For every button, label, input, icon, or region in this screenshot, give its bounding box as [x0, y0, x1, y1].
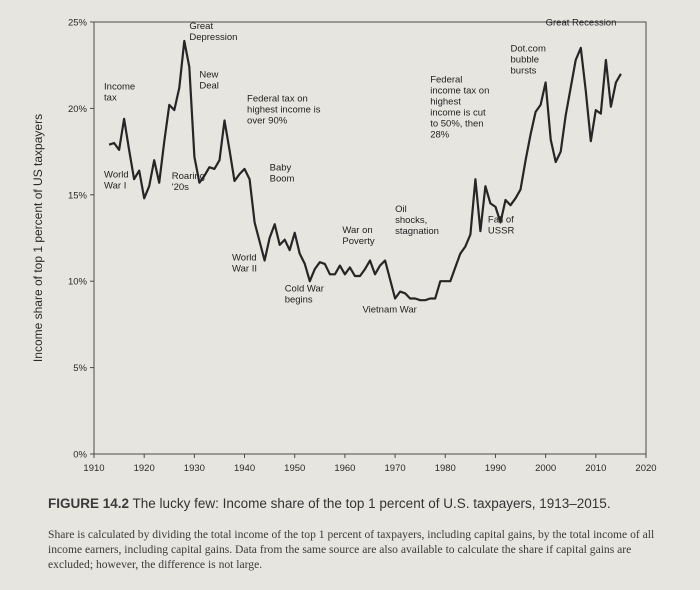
x-tick-label: 2020 — [635, 463, 656, 474]
chart-annotation: Oil shocks, stagnation — [395, 204, 439, 237]
chart-annotation: Cold War begins — [285, 284, 324, 306]
x-tick-label: 1910 — [83, 463, 104, 474]
x-tick-label: 1920 — [134, 463, 155, 474]
x-tick-label: 1960 — [334, 463, 355, 474]
chart-annotation: Income tax — [104, 81, 135, 103]
chart-annotation: Vietnam War — [362, 304, 416, 315]
chart-annotation: World War I — [104, 170, 129, 192]
income-share-line-chart: 1910 1920 1930 1940 1950 1960 1970 1980 1990 2000… — [31, 17, 657, 474]
y-tick-label: 20% — [68, 104, 88, 115]
chart-annotation: Dot.com bubble bursts — [511, 43, 546, 76]
chart-annotation: New Deal — [199, 69, 219, 91]
x-tick-label: 1930 — [184, 463, 205, 474]
x-tick-label: 1980 — [435, 463, 456, 474]
series-line-top1-share — [108, 39, 622, 302]
x-tick-label: 2010 — [585, 463, 606, 474]
x-tick-label: 1940 — [234, 463, 255, 474]
y-tick-label: 25% — [68, 18, 88, 29]
chart-annotation: Baby Boom — [270, 163, 295, 185]
chart-annotation: Roaring '20s — [172, 171, 205, 193]
plot-frame — [93, 21, 647, 455]
chart-annotation: World War II — [232, 252, 257, 274]
y-axis-label: Income share of top 1 percent of US taxp… — [31, 114, 45, 362]
chart-annotation: Great Depression — [189, 21, 237, 43]
y-tick-label: 0% — [73, 450, 87, 461]
chart-area: 1910 1920 1930 1940 1950 1960 1970 1980 1990 2000… — [31, 17, 657, 474]
x-tick-label: 1950 — [284, 463, 305, 474]
x-tick-label: 1990 — [485, 463, 506, 474]
chart-annotation: Federal tax on highest income is over 90% — [247, 93, 321, 126]
chart-annotation: Fall of USSR — [488, 214, 515, 236]
y-tick-label: 15% — [68, 190, 88, 201]
y-tick-label: 10% — [68, 277, 88, 288]
chart-annotation: War on Poverty — [342, 225, 374, 247]
x-tick-label: 1970 — [385, 463, 406, 474]
figure-title: The lucky few: Income share of the top 1… — [132, 496, 611, 511]
y-tick-label: 5% — [73, 363, 87, 374]
x-tick-label: 2000 — [535, 463, 556, 474]
figure-caption: FIGURE 14.2 The lucky few: Income share … — [48, 496, 678, 511]
chart-annotation: Federal income tax on highest income is cut… — [430, 74, 489, 140]
figure-note: Share is calculated by dividing the tota… — [48, 528, 655, 571]
chart-annotation: Great Recession — [546, 17, 617, 28]
figure-number: FIGURE 14.2 — [48, 496, 130, 511]
